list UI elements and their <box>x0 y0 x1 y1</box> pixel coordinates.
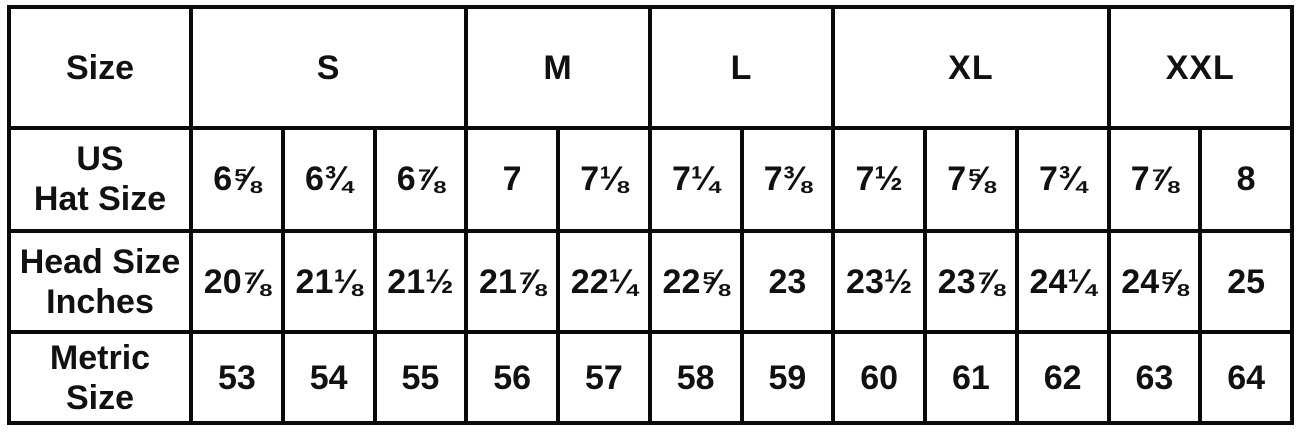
data-cell: 7⅜ <box>739 126 836 233</box>
data-cell: 7⅝ <box>923 126 1019 233</box>
size-group-header-row: Size S M L XL XXL <box>7 5 1294 130</box>
data-cell: 7 <box>464 126 560 233</box>
data-cell: 63 <box>1106 330 1203 425</box>
data-cell: 22¼ <box>556 228 652 335</box>
data-cell: 25 <box>1198 228 1294 335</box>
data-cell: 55 <box>372 330 469 425</box>
data-cell: 8 <box>1198 126 1294 233</box>
data-cell: 57 <box>556 330 652 425</box>
data-cell: 59 <box>739 330 836 425</box>
size-group-header-xl: XL <box>831 5 1111 130</box>
data-cell: 6¾ <box>280 126 377 233</box>
size-group-header-l: L <box>647 5 836 130</box>
data-cell: 53 <box>189 330 285 425</box>
table-row-metric-size: Metric Size 53 54 55 56 57 58 59 60 61 62 63 64 <box>7 330 1294 425</box>
size-group-header-xxl: XXL <box>1106 5 1294 130</box>
row-label-line: Head Size <box>19 242 181 281</box>
data-cell: 58 <box>647 330 744 425</box>
data-cell: 60 <box>831 330 927 425</box>
row-label-us-hat-size: US Hat Size <box>7 126 193 233</box>
data-cell: 61 <box>923 330 1019 425</box>
data-cell: 7½ <box>831 126 927 233</box>
size-group-header-s: S <box>188 5 469 130</box>
size-group-header-m: M <box>464 5 652 130</box>
table-row-head-size-inches: Head Size Inches 20⅞ 21⅛ 21½ 21⅞ 22¼ 22⅝ 23 23½ 23… <box>7 228 1294 335</box>
data-cell: 7¼ <box>647 126 744 233</box>
row-label-line: Inches <box>46 282 154 321</box>
data-cell: 7⅛ <box>556 126 652 233</box>
data-cell: 21⅛ <box>280 228 377 335</box>
data-cell: 24¼ <box>1014 228 1111 335</box>
data-cell: 6⅞ <box>372 126 469 233</box>
data-cell: 23⅞ <box>923 228 1019 335</box>
row-label-line: Size <box>65 378 135 417</box>
size-chart-body: US Hat Size 6⅝ 6¾ 6⅞ 7 7⅛ 7¼ 7⅜ 7½ 7⅝ 7¾ 7⅞ 8 Head Siz… <box>7 126 1294 425</box>
row-label-metric-size: Metric Size <box>7 330 193 425</box>
data-cell: 62 <box>1014 330 1111 425</box>
row-label-line: US <box>76 140 124 179</box>
table-row-us-hat-size: US Hat Size 6⅝ 6¾ 6⅞ 7 7⅛ 7¼ 7⅜ 7½ 7⅝ 7¾ 7⅞ 8 <box>7 126 1294 233</box>
data-cell: 54 <box>280 330 377 425</box>
data-cell: 23 <box>739 228 836 335</box>
data-cell: 6⅝ <box>189 126 285 233</box>
data-cell: 21⅞ <box>464 228 560 335</box>
row-label-head-size-inches: Head Size Inches <box>7 228 193 335</box>
data-cell: 64 <box>1198 330 1294 425</box>
row-label-line: Hat Size <box>33 180 167 219</box>
hat-size-chart-table: Size S M L XL XXL US Hat Size 6⅝ 6¾ 6⅞ 7 7⅛ 7¼ 7⅜ 7½ 7… <box>7 5 1294 425</box>
data-cell: 20⅞ <box>189 228 285 335</box>
corner-header-size: Size <box>7 5 193 130</box>
data-cell: 7⅞ <box>1106 126 1203 233</box>
data-cell: 24⅝ <box>1106 228 1203 335</box>
data-cell: 7¾ <box>1014 126 1111 233</box>
data-cell: 56 <box>464 330 560 425</box>
data-cell: 23½ <box>831 228 927 335</box>
data-cell: 22⅝ <box>647 228 744 335</box>
row-label-line: Metric <box>49 338 151 377</box>
data-cell: 21½ <box>372 228 469 335</box>
